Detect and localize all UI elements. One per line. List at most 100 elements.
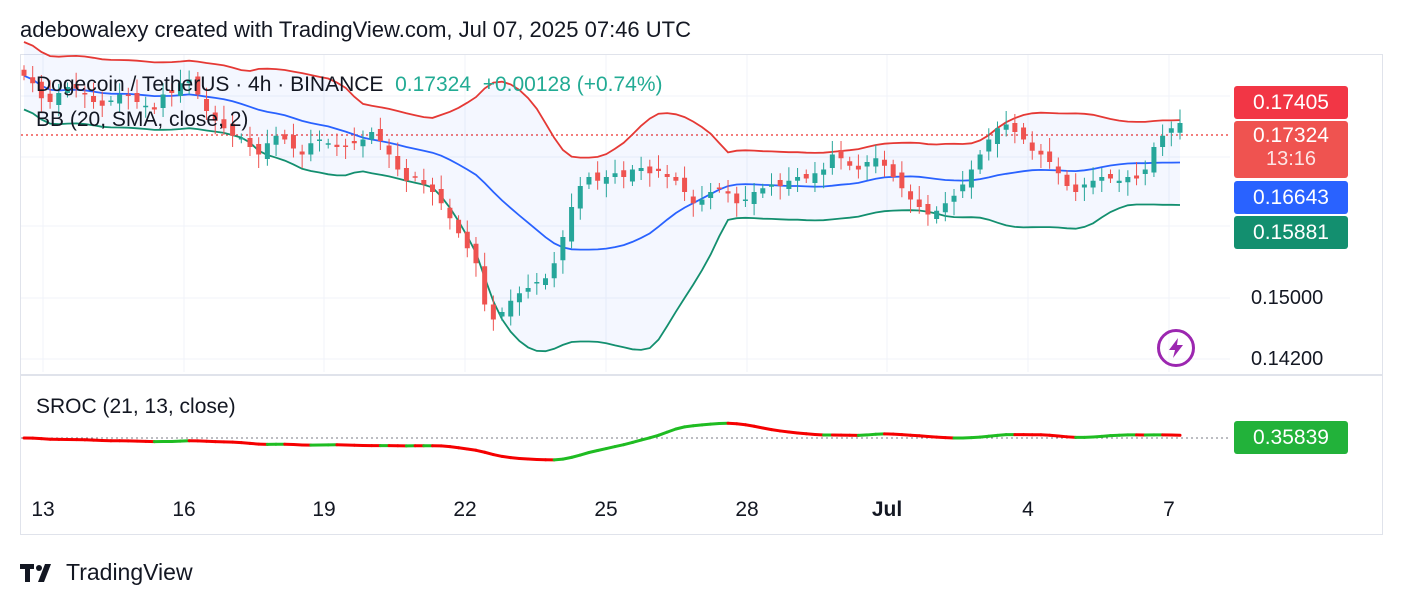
bb-basis-line bbox=[23, 74, 1181, 251]
candles bbox=[21, 65, 1183, 331]
candle-body bbox=[108, 100, 114, 102]
candle-body bbox=[855, 165, 861, 170]
lightning-icon[interactable] bbox=[1157, 329, 1195, 367]
candle-body bbox=[1134, 175, 1140, 179]
candle-body bbox=[464, 231, 470, 249]
candle-body bbox=[56, 93, 62, 105]
candle-body bbox=[1021, 127, 1027, 140]
candle-body bbox=[117, 94, 123, 104]
chart-frame bbox=[20, 54, 1383, 535]
candle-body bbox=[621, 170, 627, 177]
candle-body bbox=[247, 138, 253, 147]
candle-body bbox=[290, 135, 296, 149]
candle-body bbox=[508, 300, 514, 317]
candle-body bbox=[430, 184, 436, 192]
sroc-value-tag: 0.35839 bbox=[1234, 421, 1348, 454]
candle-body bbox=[1073, 184, 1079, 192]
bb-basis-tag: 0.16643 bbox=[1234, 181, 1348, 214]
grid bbox=[21, 55, 1383, 439]
candle-body bbox=[1160, 135, 1166, 147]
candle-body bbox=[673, 177, 679, 181]
bollinger-lines bbox=[23, 41, 1181, 353]
candle-body bbox=[655, 168, 661, 171]
sroc-segment bbox=[630, 438, 643, 444]
legend-price: 0.17324 bbox=[395, 73, 472, 96]
candle-body bbox=[1107, 174, 1113, 179]
candle-body bbox=[73, 84, 79, 89]
candle-body bbox=[490, 304, 496, 320]
candle-body bbox=[317, 139, 323, 141]
candle-body bbox=[230, 123, 236, 136]
bb-upper-line bbox=[23, 41, 1181, 159]
candle-body bbox=[169, 90, 175, 93]
bollinger-band-fill bbox=[24, 42, 1180, 352]
candle-body bbox=[82, 93, 88, 95]
candle-body bbox=[143, 105, 149, 108]
candle-body bbox=[134, 93, 140, 102]
footer-brand-label: TradingView bbox=[66, 559, 193, 585]
candle-body bbox=[690, 196, 696, 204]
symbol-title: Dogecoin / TetherUS · 4h · BINANCE bbox=[36, 73, 384, 96]
candle-body bbox=[586, 177, 592, 185]
candle-body bbox=[977, 154, 983, 170]
x-tick-label: 7 bbox=[1163, 498, 1175, 521]
candle-body bbox=[873, 158, 879, 167]
bb-lower-line bbox=[23, 108, 1181, 353]
x-tick-label: 22 bbox=[453, 498, 476, 521]
candle-body bbox=[994, 128, 1000, 144]
candle-body bbox=[1081, 184, 1087, 188]
candle-body bbox=[386, 145, 392, 155]
candle-body bbox=[447, 207, 453, 219]
candle-body bbox=[742, 199, 748, 201]
candle-body bbox=[569, 207, 575, 242]
chart-header: adebowalexy created with TradingView.com… bbox=[20, 17, 691, 42]
candle-body bbox=[951, 195, 957, 202]
candle-body bbox=[30, 77, 36, 84]
candle-body bbox=[177, 83, 183, 96]
candle-body bbox=[377, 129, 383, 141]
candle-body bbox=[21, 69, 27, 76]
sroc-legend: SROC (21, 13, close) bbox=[36, 395, 236, 418]
x-tick-label: 28 bbox=[735, 498, 758, 521]
x-tick-label: 4 bbox=[1022, 498, 1034, 521]
candle-body bbox=[768, 184, 774, 187]
candle-body bbox=[264, 143, 270, 159]
candle-body bbox=[221, 119, 227, 129]
candle-body bbox=[1012, 123, 1018, 132]
candle-body bbox=[99, 100, 105, 106]
candle-body bbox=[160, 94, 166, 108]
bb-upper-tag: 0.17405 bbox=[1234, 86, 1348, 119]
candle-body bbox=[647, 166, 653, 174]
candle-body bbox=[968, 169, 974, 188]
candle-body bbox=[421, 180, 427, 185]
candle-body bbox=[577, 186, 583, 209]
candle-body bbox=[934, 210, 940, 219]
x-tick-label: 13 bbox=[31, 498, 54, 521]
candle-body bbox=[716, 187, 722, 189]
x-tick-label: 25 bbox=[594, 498, 617, 521]
candle-body bbox=[812, 173, 818, 183]
candle-body bbox=[751, 192, 757, 204]
candle-body bbox=[803, 174, 809, 179]
last-price-value: 0.17324 bbox=[1253, 124, 1329, 147]
candle-body bbox=[821, 169, 827, 175]
x-tick-label: Jul bbox=[872, 498, 902, 521]
footer-brand: TradingView bbox=[20, 559, 193, 586]
candle-body bbox=[516, 293, 522, 303]
candle-body bbox=[1064, 174, 1070, 186]
candle-body bbox=[760, 188, 766, 194]
candle-body bbox=[525, 288, 531, 292]
candle-body bbox=[664, 174, 670, 177]
candle-body bbox=[238, 138, 244, 140]
candle-body bbox=[899, 172, 905, 189]
candle-body bbox=[125, 94, 131, 96]
candle-body bbox=[403, 168, 409, 181]
candle-body bbox=[1142, 169, 1148, 174]
candle-body bbox=[412, 176, 418, 178]
candle-body bbox=[273, 135, 279, 145]
candle-body bbox=[456, 219, 462, 234]
sroc-segment bbox=[665, 427, 678, 434]
sroc-segment bbox=[656, 430, 669, 437]
candle-body bbox=[942, 203, 948, 213]
